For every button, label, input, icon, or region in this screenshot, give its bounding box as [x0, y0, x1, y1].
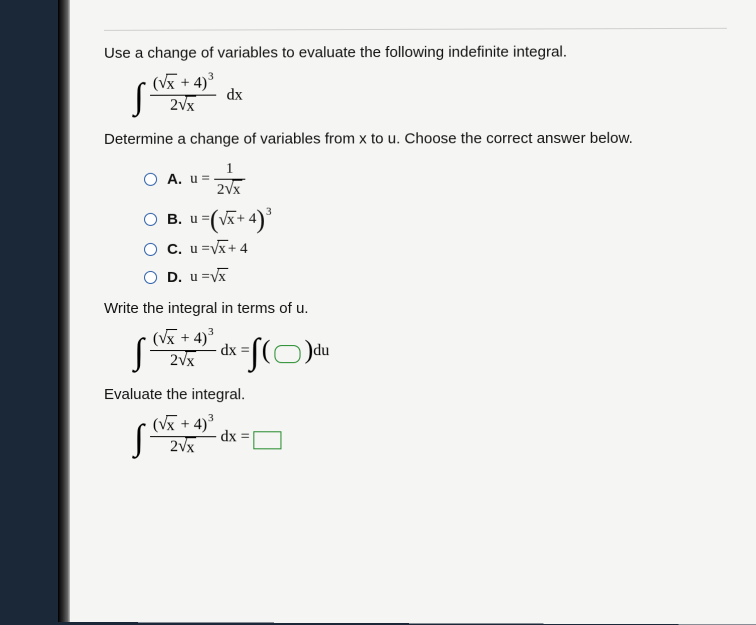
integral-icon: ∫: [134, 77, 144, 113]
radio-icon[interactable]: [144, 243, 157, 256]
integral-expression: ∫ (√x + 4)3 2√x dx: [134, 72, 727, 117]
lparen: (: [210, 209, 219, 230]
integral-evaluated: ∫ (√x + 4)3 2√x dx =: [134, 415, 727, 459]
plus-4: + 4: [237, 211, 257, 228]
sqrt-arg: x: [166, 74, 177, 95]
plus-4: + 4: [177, 330, 202, 347]
sqrt-arg: x: [217, 240, 228, 258]
radio-icon[interactable]: [144, 271, 157, 284]
sqrt-arg: x: [226, 211, 237, 229]
choice-prefix: u =: [190, 241, 210, 258]
choices-group: A. u = 1 2√x B. u = (√x + 4)3 C. u = √x …: [144, 159, 727, 286]
plus-4: + 4: [177, 416, 202, 433]
rparen: ): [202, 416, 207, 433]
choice-label: B.: [167, 211, 182, 228]
choice-label: A.: [167, 171, 182, 188]
question-prompt: Use a change of variables to evaluate th…: [104, 43, 727, 62]
choice-a[interactable]: A. u = 1 2√x: [144, 159, 727, 200]
rparen: ): [256, 209, 265, 230]
divider: [104, 28, 727, 31]
exponent: 3: [266, 206, 272, 218]
coef-2: 2: [217, 182, 225, 198]
num-1: 1: [223, 160, 237, 179]
integral-icon: ∫: [134, 333, 144, 369]
sqrt-arg: x: [232, 179, 243, 199]
lparen: (: [262, 340, 271, 361]
rparen: ): [305, 340, 314, 361]
tail: + 4: [228, 241, 248, 258]
dx: dx: [227, 86, 243, 104]
sqrt-arg: x: [185, 96, 196, 117]
sqrt-arg: x: [217, 268, 228, 286]
choice-label: C.: [167, 241, 182, 258]
radio-icon[interactable]: [144, 173, 157, 186]
integral-icon: ∫: [250, 333, 260, 369]
subprompt-3: Evaluate the integral.: [104, 386, 727, 404]
rparen: ): [202, 75, 207, 92]
coef-2: 2: [170, 352, 178, 369]
choice-prefix: u =: [190, 211, 210, 228]
rparen: ): [202, 330, 207, 347]
choice-prefix: u =: [190, 171, 210, 188]
choice-c[interactable]: C. u = √x + 4: [144, 240, 727, 259]
question-panel: Use a change of variables to evaluate th…: [70, 0, 756, 625]
choice-d[interactable]: D. u = √x: [144, 268, 727, 286]
choice-b[interactable]: B. u = (√x + 4)3: [144, 209, 727, 231]
radio-icon[interactable]: [144, 213, 157, 226]
subprompt-1: Determine a change of variables from x t…: [104, 130, 727, 148]
exponent: 3: [208, 71, 214, 83]
sqrt-arg: x: [185, 437, 196, 458]
answer-blank-final[interactable]: [254, 431, 282, 449]
exponent: 3: [208, 326, 214, 338]
choice-prefix: u =: [190, 269, 210, 286]
coef-2: 2: [170, 97, 178, 114]
plus-4: + 4: [177, 75, 202, 92]
integral-in-u: ∫ (√x + 4)3 2√x dx = ∫ () du: [134, 329, 727, 372]
sqrt-arg: x: [166, 329, 177, 350]
subprompt-2: Write the integral in terms of u.: [104, 300, 727, 317]
choice-label: D.: [167, 269, 182, 286]
sqrt-arg: x: [185, 351, 196, 372]
exponent: 3: [208, 412, 214, 424]
equals-dx: dx =: [221, 428, 250, 446]
du: du: [313, 342, 329, 360]
answer-blank-u-integrand[interactable]: [274, 345, 300, 363]
integral-icon: ∫: [134, 419, 144, 455]
sqrt-arg: x: [166, 415, 177, 436]
equals-dx: dx =: [221, 342, 250, 360]
coef-2: 2: [170, 438, 178, 455]
